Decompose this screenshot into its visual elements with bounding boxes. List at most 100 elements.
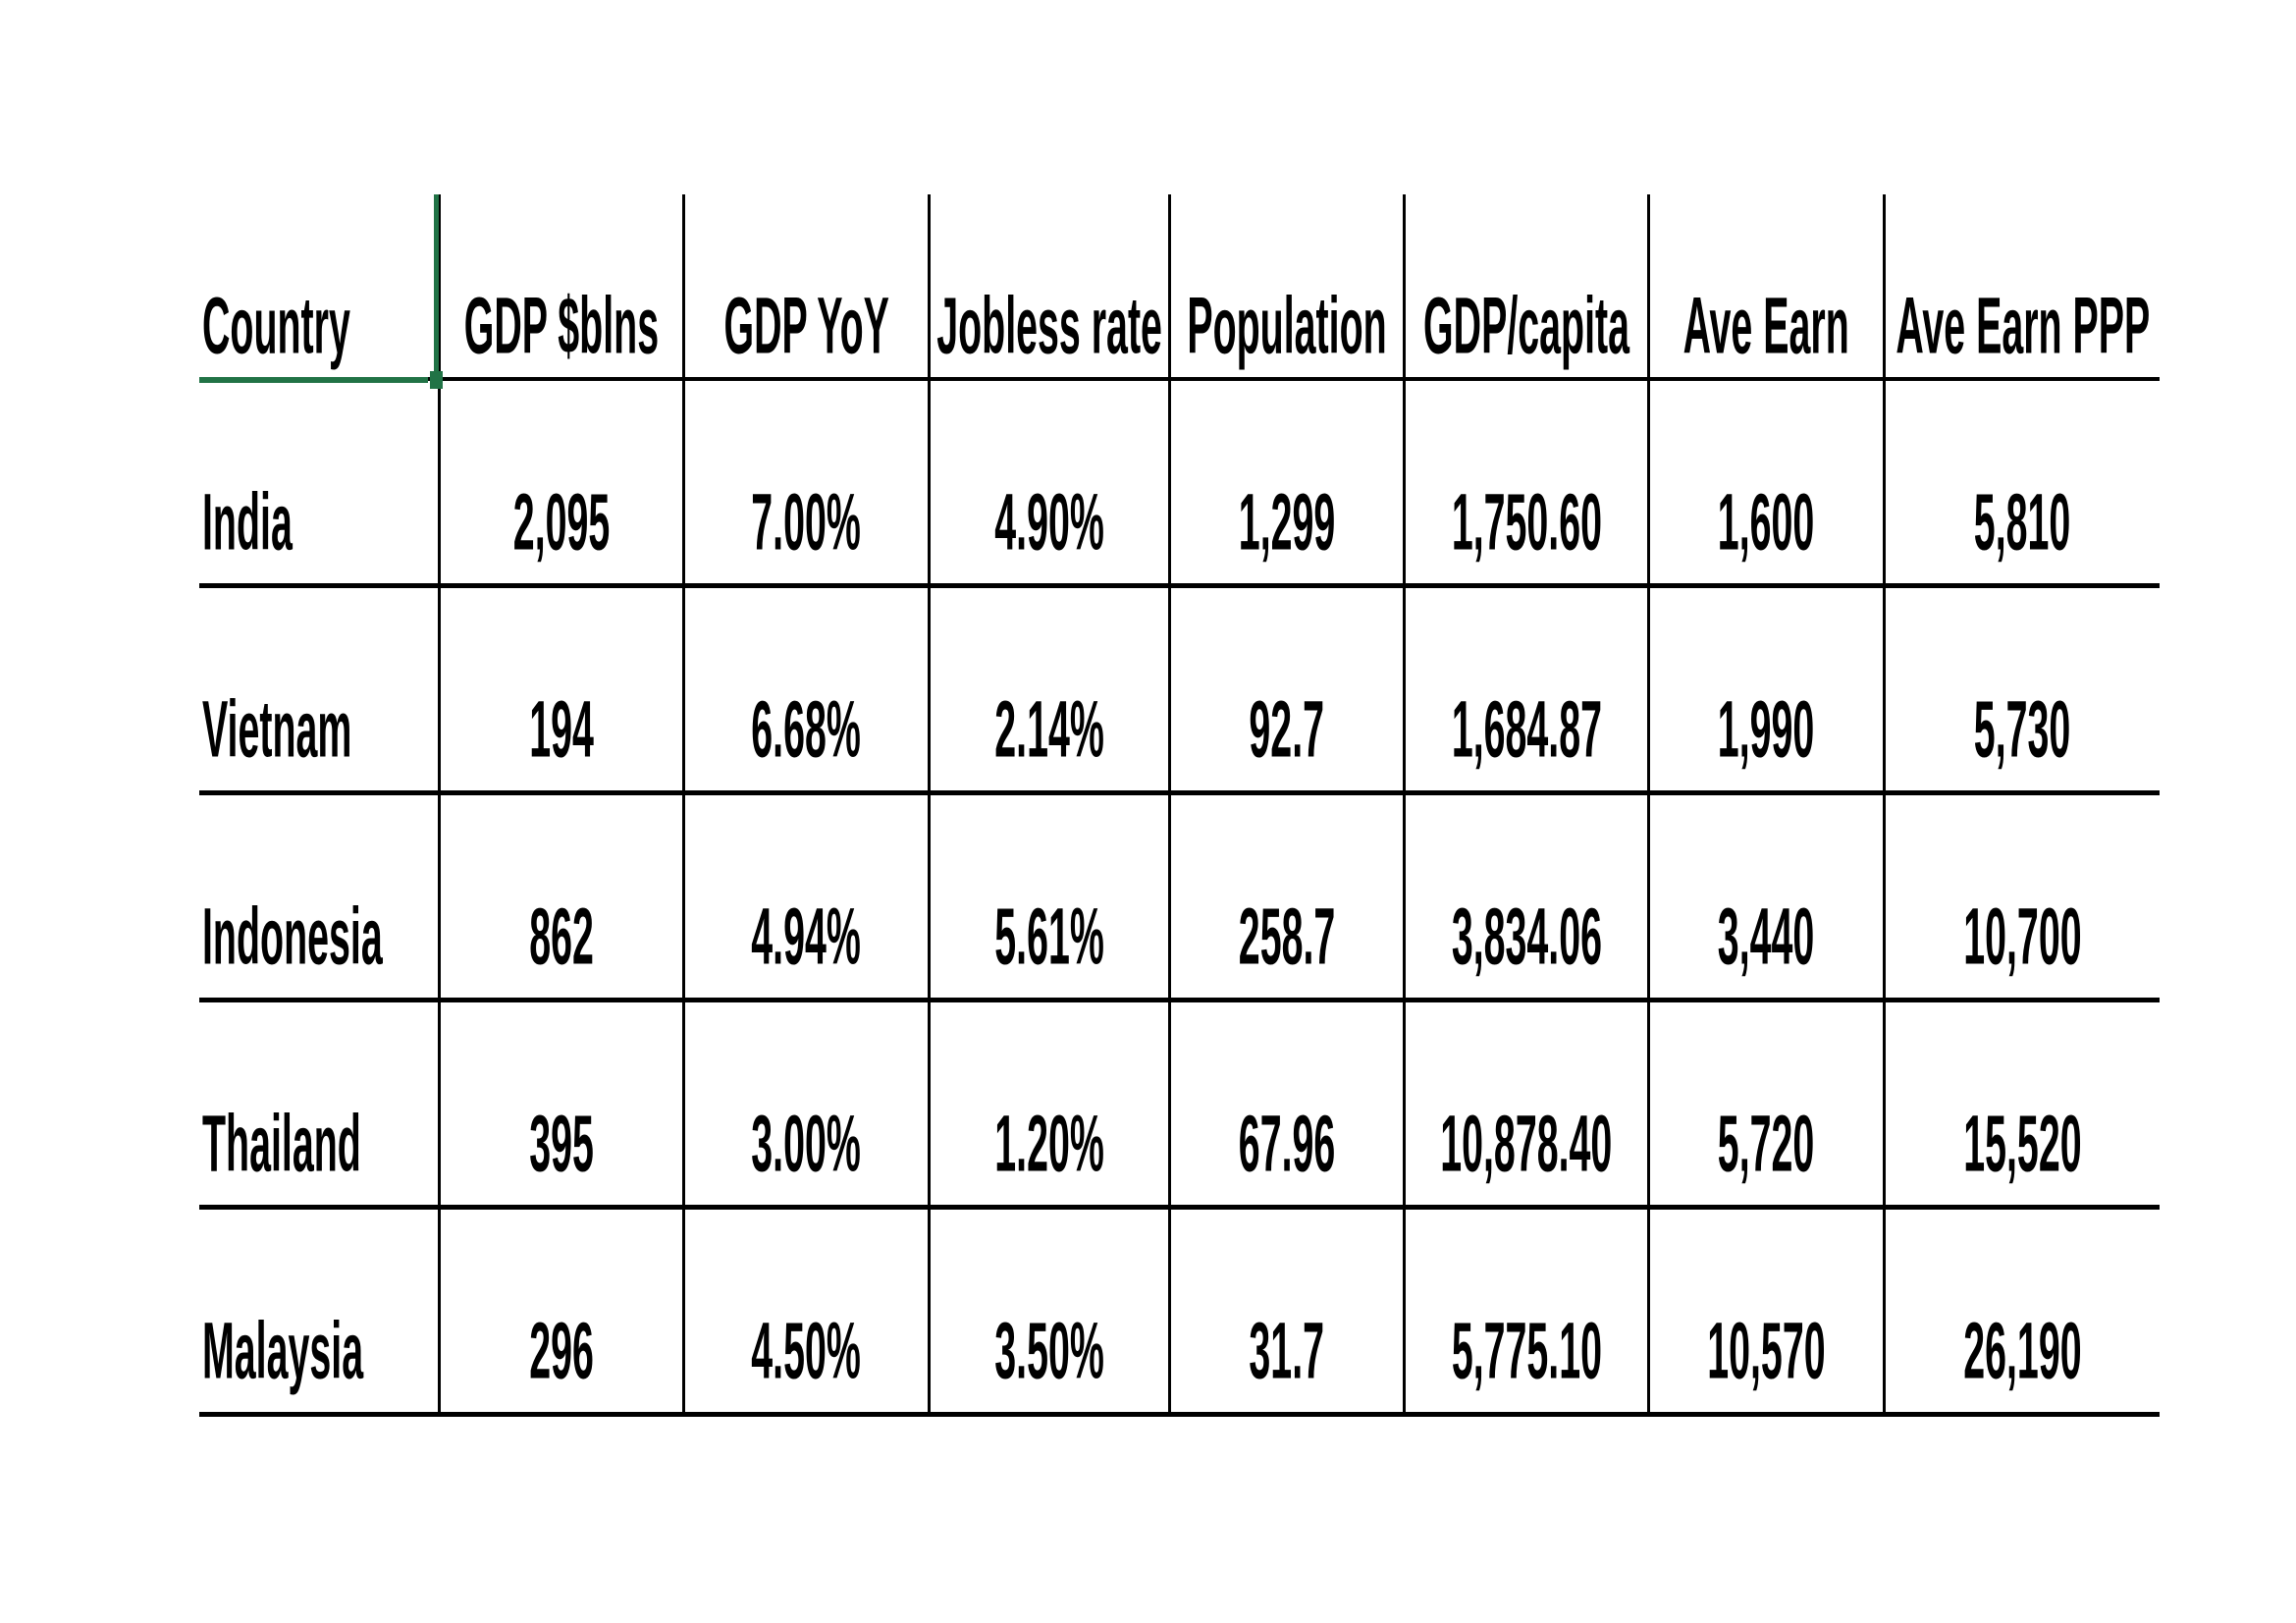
table-row-thailand: Thailand 395 3.00% 1.20% 67.96 10,878.40… [199, 1002, 2160, 1210]
selection-border-right [434, 194, 439, 373]
selection-fill-handle[interactable] [430, 371, 443, 389]
cell-malaysia-gdp-capita[interactable]: 5,775.10 [1403, 1210, 1647, 1412]
cell-text: 92.7 [1249, 686, 1325, 776]
cell-text: 10,878.40 [1440, 1101, 1613, 1190]
header-label-ave-earn: Ave Earn [1682, 283, 1850, 372]
cell-text: Thailand [202, 1101, 361, 1190]
cell-vietnam-population[interactable]: 92.7 [1168, 588, 1403, 790]
cell-vietnam-jobless-rate[interactable]: 2.14% [928, 588, 1168, 790]
cell-indonesia-jobless-rate[interactable]: 5.61% [928, 795, 1168, 998]
cell-text: Malaysia [202, 1308, 364, 1397]
header-cell-jobless-rate[interactable]: Jobless rate [928, 194, 1168, 377]
cell-malaysia-gdp-blns[interactable]: 296 [438, 1210, 682, 1412]
cell-thailand-population[interactable]: 67.96 [1168, 1002, 1403, 1205]
cell-thailand-gdp-capita[interactable]: 10,878.40 [1403, 1002, 1647, 1205]
cell-malaysia-country[interactable]: Malaysia [199, 1210, 438, 1412]
header-cell-gdp-yoy[interactable]: GDP YoY [682, 194, 928, 377]
data-table: Country GDP $blns GDP YoY Jobless rate P… [199, 194, 2160, 1417]
cell-malaysia-jobless-rate[interactable]: 3.50% [928, 1210, 1168, 1412]
cell-text: 31.7 [1249, 1308, 1325, 1397]
header-cell-gdp-blns[interactable]: GDP $blns [438, 194, 682, 377]
selection-border-bottom [199, 377, 428, 383]
cell-text: 194 [529, 686, 594, 776]
cell-text: 258.7 [1238, 893, 1336, 983]
cell-text: 4.94% [751, 893, 862, 983]
cell-india-jobless-rate[interactable]: 4.90% [928, 381, 1168, 583]
cell-text: 10,570 [1707, 1308, 1826, 1397]
cell-text: 3.50% [994, 1308, 1104, 1397]
cell-india-population[interactable]: 1,299 [1168, 381, 1403, 583]
cell-text: 26,190 [1963, 1308, 2082, 1397]
header-label-population: Population [1187, 283, 1387, 372]
cell-text: 1,299 [1238, 479, 1336, 568]
header-label-gdp-capita: GDP/capita [1423, 283, 1629, 372]
cell-indonesia-population[interactable]: 258.7 [1168, 795, 1403, 998]
cell-thailand-ave-earn[interactable]: 5,720 [1647, 1002, 1883, 1205]
header-label-country: Country [202, 283, 350, 372]
header-cell-country[interactable]: Country [199, 194, 438, 377]
cell-text: 1.20% [994, 1101, 1104, 1190]
cell-thailand-gdp-blns[interactable]: 395 [438, 1002, 682, 1205]
cell-text: 3,834.06 [1451, 893, 1602, 983]
header-cell-ave-earn-ppp[interactable]: Ave Earn PPP [1883, 194, 2160, 377]
cell-text: 395 [529, 1101, 594, 1190]
cell-text: 10,700 [1963, 893, 2082, 983]
cell-text: 6.68% [751, 686, 862, 776]
cell-thailand-jobless-rate[interactable]: 1.20% [928, 1002, 1168, 1205]
cell-thailand-gdp-yoy[interactable]: 3.00% [682, 1002, 928, 1205]
cell-text: Indonesia [202, 893, 383, 983]
header-cell-ave-earn[interactable]: Ave Earn [1647, 194, 1883, 377]
cell-text: 4.90% [994, 479, 1104, 568]
cell-india-gdp-blns[interactable]: 2,095 [438, 381, 682, 583]
cell-india-ave-earn-ppp[interactable]: 5,810 [1883, 381, 2160, 583]
cell-text: 1,750.60 [1451, 479, 1602, 568]
cell-malaysia-population[interactable]: 31.7 [1168, 1210, 1403, 1412]
cell-vietnam-country[interactable]: Vietnam [199, 588, 438, 790]
cell-text: 1,600 [1718, 479, 1815, 568]
cell-india-gdp-yoy[interactable]: 7.00% [682, 381, 928, 583]
cell-indonesia-gdp-capita[interactable]: 3,834.06 [1403, 795, 1647, 998]
cell-vietnam-gdp-yoy[interactable]: 6.68% [682, 588, 928, 790]
cell-text: 862 [529, 893, 594, 983]
cell-indonesia-country[interactable]: Indonesia [199, 795, 438, 998]
cell-malaysia-ave-earn-ppp[interactable]: 26,190 [1883, 1210, 2160, 1412]
cell-indonesia-ave-earn-ppp[interactable]: 10,700 [1883, 795, 2160, 998]
header-row: Country GDP $blns GDP YoY Jobless rate P… [199, 194, 2160, 381]
cell-india-gdp-capita[interactable]: 1,750.60 [1403, 381, 1647, 583]
header-cell-population[interactable]: Population [1168, 194, 1403, 377]
cell-vietnam-ave-earn[interactable]: 1,990 [1647, 588, 1883, 790]
header-cell-gdp-capita[interactable]: GDP/capita [1403, 194, 1647, 377]
cell-vietnam-gdp-capita[interactable]: 1,684.87 [1403, 588, 1647, 790]
cell-text: 2,095 [512, 479, 611, 568]
cell-vietnam-gdp-blns[interactable]: 194 [438, 588, 682, 790]
cell-india-country[interactable]: India [199, 381, 438, 583]
cell-text: 3.00% [751, 1101, 862, 1190]
cell-text: Vietnam [202, 686, 352, 776]
cell-malaysia-gdp-yoy[interactable]: 4.50% [682, 1210, 928, 1412]
cell-text: 5.61% [994, 893, 1104, 983]
cell-text: 15,520 [1963, 1101, 2082, 1190]
cell-indonesia-ave-earn[interactable]: 3,440 [1647, 795, 1883, 998]
cell-thailand-ave-earn-ppp[interactable]: 15,520 [1883, 1002, 2160, 1205]
cell-indonesia-gdp-blns[interactable]: 862 [438, 795, 682, 998]
cell-text: 5,810 [1974, 479, 2071, 568]
cell-text: 5,775.10 [1451, 1308, 1602, 1397]
header-label-ave-earn-ppp: Ave Earn PPP [1896, 283, 2150, 372]
header-label-gdp-blns: GDP $blns [463, 283, 660, 372]
cell-text: 67.96 [1238, 1101, 1336, 1190]
cell-text: 5,720 [1718, 1101, 1815, 1190]
table-row-malaysia: Malaysia 296 4.50% 3.50% 31.7 5,775.10 1… [199, 1210, 2160, 1417]
cell-indonesia-gdp-yoy[interactable]: 4.94% [682, 795, 928, 998]
header-label-gdp-yoy: GDP YoY [723, 283, 889, 372]
table-row-india: India 2,095 7.00% 4.90% 1,299 1,750.60 1… [199, 381, 2160, 588]
cell-thailand-country[interactable]: Thailand [199, 1002, 438, 1205]
table-row-indonesia: Indonesia 862 4.94% 5.61% 258.7 3,834.06… [199, 795, 2160, 1002]
cell-vietnam-ave-earn-ppp[interactable]: 5,730 [1883, 588, 2160, 790]
cell-malaysia-ave-earn[interactable]: 10,570 [1647, 1210, 1883, 1412]
table-row-vietnam: Vietnam 194 6.68% 2.14% 92.7 1,684.87 1,… [199, 588, 2160, 795]
cell-text: 5,730 [1974, 686, 2071, 776]
cell-india-ave-earn[interactable]: 1,600 [1647, 381, 1883, 583]
cell-text: 1,990 [1718, 686, 1815, 776]
cell-text: 296 [529, 1308, 594, 1397]
